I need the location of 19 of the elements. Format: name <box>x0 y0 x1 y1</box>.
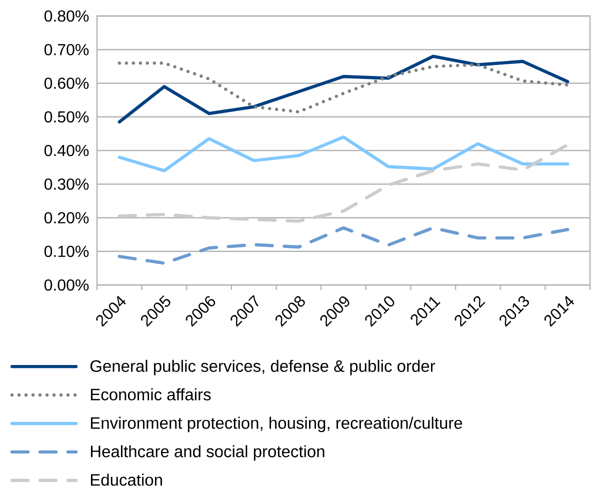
y-tick-label: 0.80% <box>44 10 89 22</box>
line-series <box>118 135 570 172</box>
y-tick-label: 0.50% <box>44 111 89 123</box>
y-tick-label: 0.40% <box>44 144 89 156</box>
legend-label: Education <box>90 474 162 486</box>
line-series <box>118 143 570 223</box>
y-tick-label: 0.10% <box>44 246 89 258</box>
line-series <box>118 61 570 114</box>
y-tick-label: 0.20% <box>44 212 89 224</box>
legend-label: Healthcare and social protection <box>90 445 324 461</box>
line-series <box>118 54 570 124</box>
legend-label: General public services, defense & public order <box>90 360 436 376</box>
line-series <box>118 226 570 265</box>
legend-label: Economic affairs <box>90 388 211 400</box>
y-tick-label: 0.00% <box>44 279 89 291</box>
y-tick-label: 0.70% <box>44 44 89 56</box>
y-tick-label: 0.60% <box>44 78 89 89</box>
legend-label: Environment protection, housing, recreation/culture <box>90 416 462 432</box>
y-tick-label: 0.30% <box>44 178 89 190</box>
